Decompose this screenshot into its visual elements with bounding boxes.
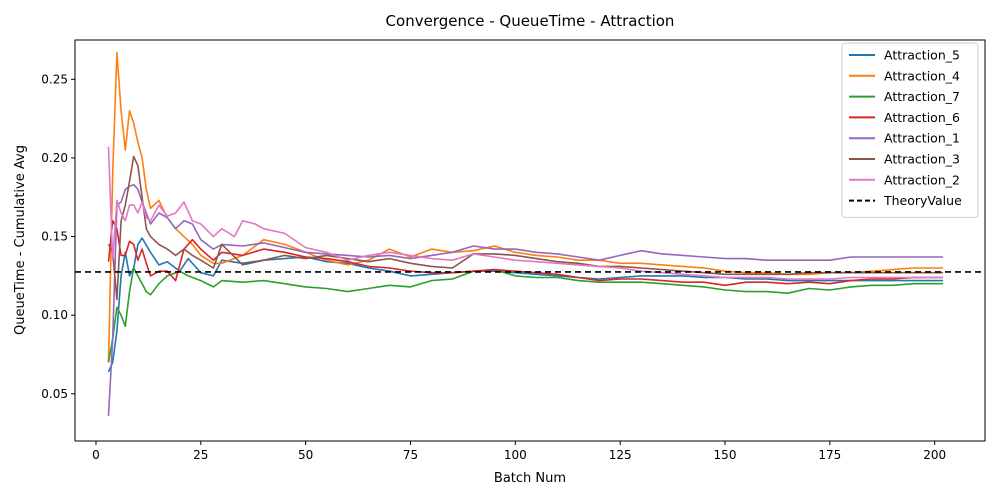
y-axis: 0.05 0.10 0.15 0.20 0.25 bbox=[41, 72, 75, 401]
y-tick-label: 0.20 bbox=[41, 151, 68, 165]
series-line-attraction-4 bbox=[107, 51, 944, 363]
chart-title: Convergence - QueueTime - Attraction bbox=[386, 12, 675, 30]
x-tick-label: 125 bbox=[609, 448, 632, 462]
y-tick-label: 0.10 bbox=[41, 308, 68, 322]
series-line-attraction-7 bbox=[107, 267, 944, 363]
x-tick-label: 200 bbox=[923, 448, 946, 462]
series-line-attraction-6 bbox=[107, 220, 944, 287]
legend-label: Attraction_4 bbox=[884, 68, 960, 83]
legend-label: Attraction_2 bbox=[884, 172, 960, 187]
legend-label: Attraction_5 bbox=[884, 48, 960, 63]
x-tick-label: 100 bbox=[504, 448, 527, 462]
x-tick-label: 175 bbox=[818, 448, 841, 462]
x-tick-label: 150 bbox=[714, 448, 737, 462]
legend-label: Attraction_7 bbox=[884, 89, 960, 104]
series-line-attraction-3 bbox=[107, 155, 944, 301]
x-tick-label: 0 bbox=[92, 448, 100, 462]
legend-box bbox=[841, 42, 979, 218]
plot-frame bbox=[74, 39, 986, 442]
legend-label: Attraction_3 bbox=[884, 152, 960, 167]
legend: Attraction_5 Attraction_4 Attraction_7 Attr… bbox=[841, 42, 979, 218]
x-tick-label: 75 bbox=[403, 448, 418, 462]
legend-label: Attraction_6 bbox=[884, 110, 960, 125]
series-line-attraction-2 bbox=[107, 146, 944, 280]
plot-area bbox=[75, 51, 985, 416]
y-tick-label: 0.15 bbox=[41, 230, 68, 244]
x-axis-label: Batch Num bbox=[494, 471, 566, 486]
x-axis: 0 25 50 75 100 125 150 175 200 bbox=[92, 441, 946, 462]
x-tick-label: 25 bbox=[193, 448, 208, 462]
legend-label: TheoryValue bbox=[883, 193, 962, 208]
x-tick-label: 50 bbox=[298, 448, 313, 462]
legend-label: Attraction_1 bbox=[884, 131, 960, 146]
y-axis-label: QueueTime - Cumulative Avg bbox=[13, 145, 28, 335]
y-tick-label: 0.25 bbox=[41, 72, 68, 86]
y-tick-label: 0.05 bbox=[41, 387, 68, 401]
series-line-attraction-1 bbox=[107, 183, 944, 416]
series-line-attraction-5 bbox=[107, 237, 944, 373]
